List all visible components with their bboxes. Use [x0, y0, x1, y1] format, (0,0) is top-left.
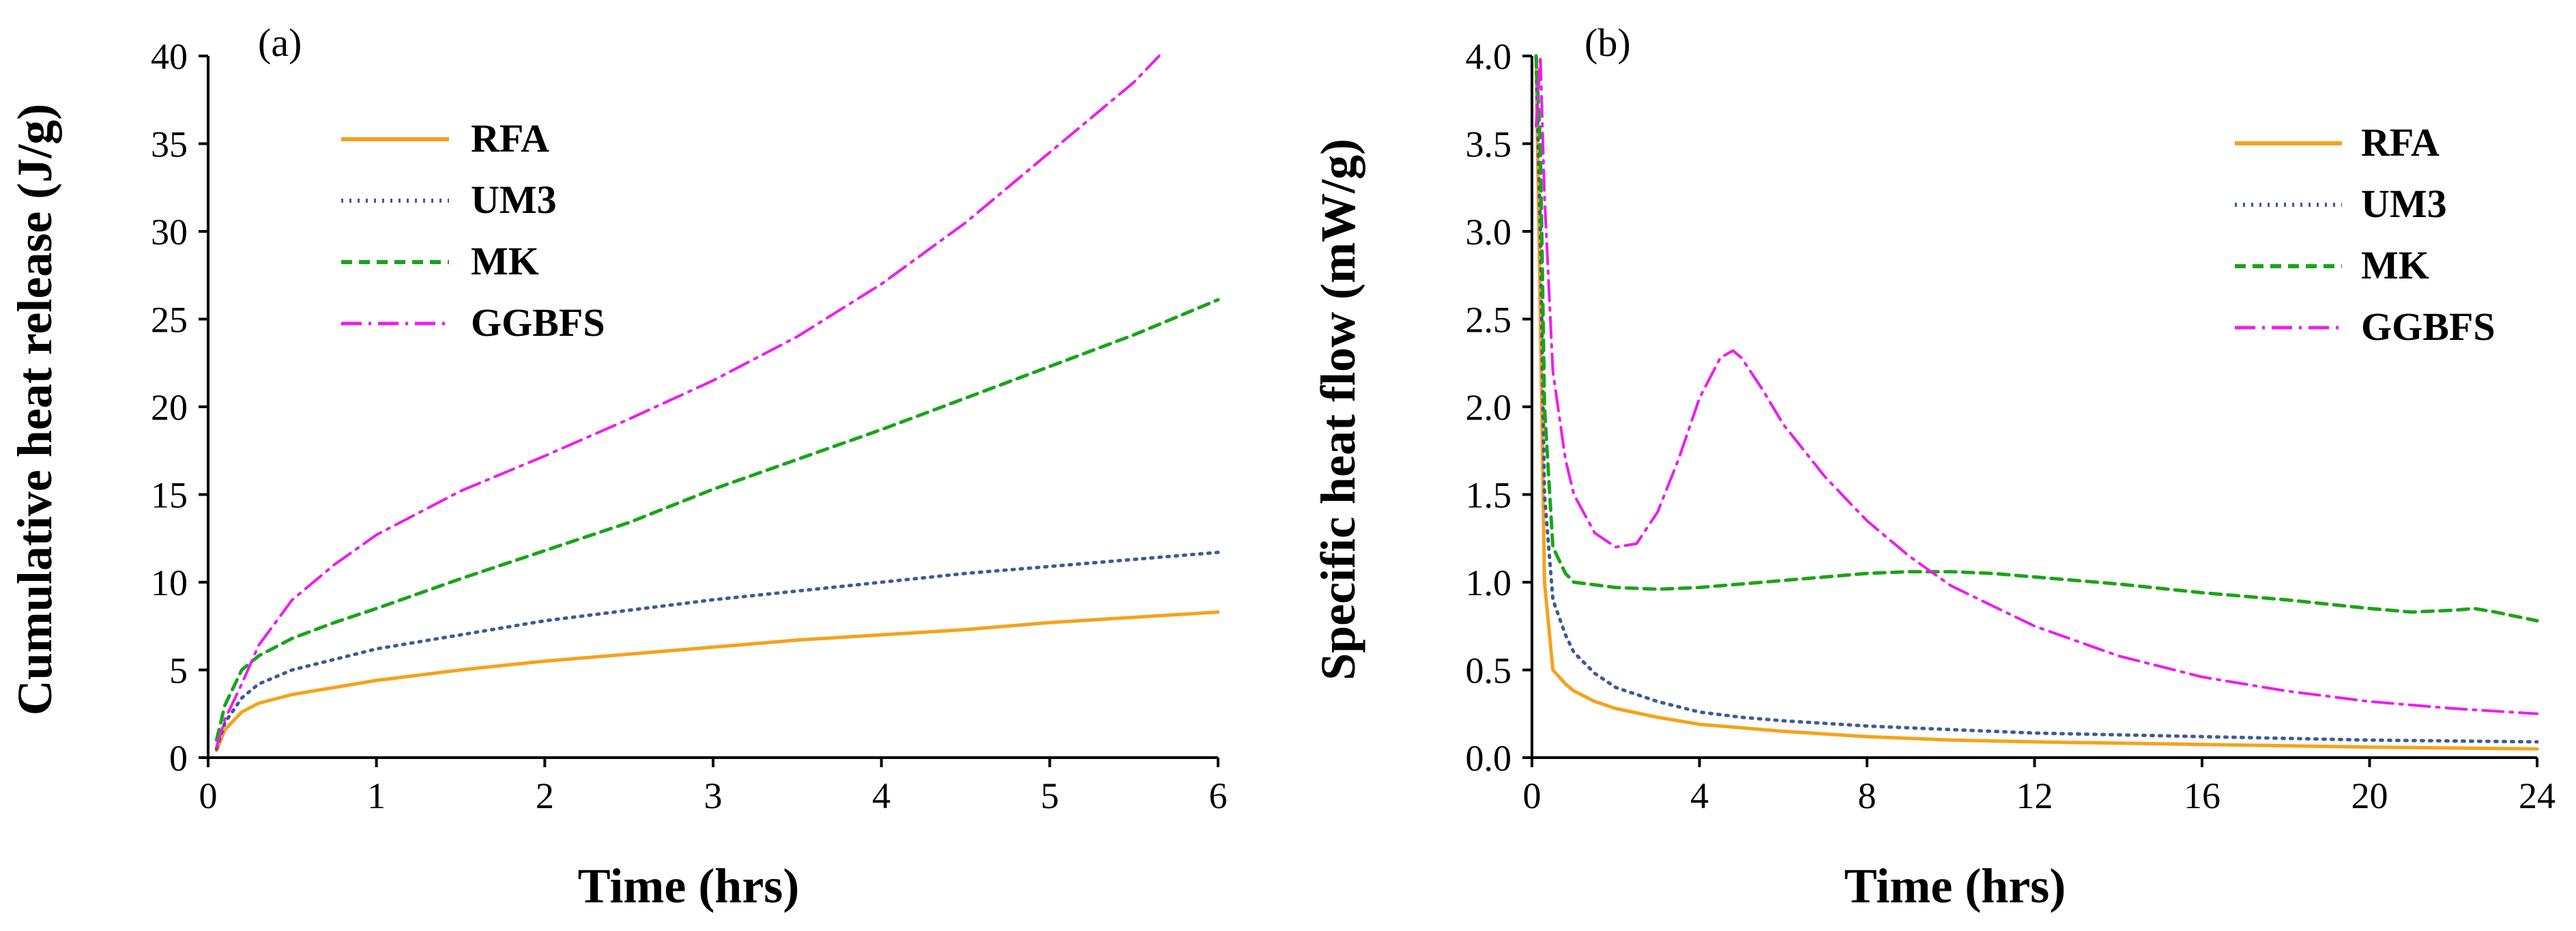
series-line-um3-a [214, 550, 1220, 751]
panel-b: (b) 0.0 0.5 1.0 1.5 2.0 2.5 3.0 3.5 4.0 0 4 8 12 16 20… [1311, 20, 2556, 913]
legend-label-rfa-b: RFA [2361, 120, 2440, 164]
y-tick-label-a: 40 [151, 36, 188, 77]
x-tick-label-b: 24 [2519, 775, 2556, 816]
legend-label-mk-b: MK [2361, 243, 2429, 287]
x-tick-label-a: 0 [199, 775, 218, 816]
legend-label-um3-a: UM3 [471, 177, 557, 222]
y-tick-label-a: 15 [151, 475, 188, 516]
legend-b: RFA UM3 MK GGBFS [2235, 120, 2495, 349]
x-tick-label-a: 5 [1041, 775, 1059, 816]
x-tick-label-a: 2 [536, 775, 554, 816]
y-axis-title-a: Cumulative heat release (J/g) [8, 104, 62, 715]
x-tick-label-b: 8 [1858, 775, 1877, 816]
y-tick-label-a: 0 [169, 738, 188, 779]
y-tick-label-b: 4.0 [1466, 36, 1512, 77]
x-tick-label-a: 3 [704, 775, 723, 816]
y-tick-label-b: 2.5 [1466, 300, 1512, 341]
panel-b-label: (b) [1584, 20, 1631, 65]
y-tick-label-a: 30 [151, 212, 188, 253]
legend-label-mk-a: MK [471, 239, 539, 283]
legend-label-ggbfs-a: GGBFS [471, 300, 605, 345]
x-tick-label-b: 4 [1690, 775, 1709, 816]
x-tick-label-a: 4 [872, 775, 891, 816]
y-tick-label-a: 5 [169, 650, 188, 691]
x-tick-label-b: 20 [2351, 775, 2388, 816]
y-tick-label-a: 35 [151, 124, 188, 165]
y-tick-label-a: 25 [151, 300, 188, 341]
series-line-rfa-a [214, 610, 1220, 753]
x-axis-title-b: Time (hrs) [1844, 859, 2066, 913]
y-tick-label-b: 1.5 [1466, 475, 1512, 516]
x-tick-label-a: 1 [367, 775, 386, 816]
y-tick-label-b: 3.0 [1466, 212, 1512, 253]
legend-a: RFA UM3 MK GGBFS [341, 116, 605, 345]
y-tick-label-b: 0.5 [1466, 650, 1512, 691]
x-tick-label-b: 0 [1523, 775, 1542, 816]
legend-label-ggbfs-b: GGBFS [2361, 304, 2495, 349]
y-axis-title-b: Specific heat flow (mW/g) [1311, 139, 1365, 681]
x-axis-title-a: Time (hrs) [578, 859, 800, 913]
y-tick-label-a: 20 [151, 387, 188, 428]
series-line-rfa-b [1534, 54, 2539, 751]
x-tick-label-b: 16 [2184, 775, 2220, 816]
series-line-ggbfs-a [215, 55, 1161, 749]
series-line-mk-b [1534, 54, 2539, 622]
series-line-ggbfs-b [1535, 55, 2538, 715]
y-tick-label-b: 2.0 [1466, 387, 1512, 428]
panel-a-label: (a) [258, 20, 302, 65]
x-tick-label-b: 12 [2016, 775, 2053, 816]
legend-label-rfa-a: RFA [471, 116, 549, 160]
y-tick-label-b: 1.0 [1466, 562, 1512, 603]
x-tick-label-a: 6 [1209, 775, 1228, 816]
y-tick-label-b: 3.5 [1466, 124, 1512, 165]
panel-a: (a) 0 5 10 15 20 25 30 35 40 0 1 2 3 4 5 6 Time (hrs) C… [8, 20, 1228, 913]
series-line-um3-b [1534, 54, 2539, 744]
legend-label-um3-b: UM3 [2361, 182, 2447, 226]
series-line-mk-a [214, 298, 1220, 742]
y-tick-label-b: 0.0 [1466, 738, 1512, 779]
y-tick-label-a: 10 [151, 562, 188, 603]
